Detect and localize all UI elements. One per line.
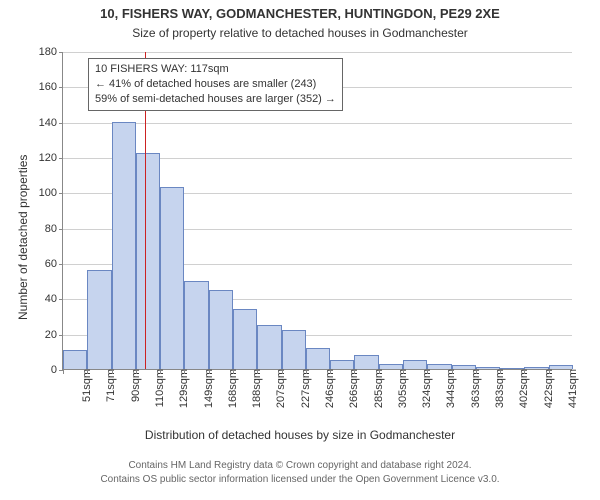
gridline <box>63 123 572 124</box>
x-tick-mark <box>160 370 161 374</box>
y-tick-label: 180 <box>39 46 63 58</box>
histogram-bar <box>257 325 281 369</box>
y-tick-label: 100 <box>39 187 63 199</box>
x-tick-label: 51sqm <box>75 369 93 402</box>
annotation-line: 59% of semi-detached houses are larger (… <box>95 92 336 107</box>
histogram-bar <box>330 360 354 369</box>
y-tick-label: 60 <box>45 258 63 270</box>
x-tick-label: 344sqm <box>439 369 457 408</box>
histogram-bar <box>87 270 111 369</box>
chart-title: 10, FISHERS WAY, GODMANCHESTER, HUNTINGD… <box>0 6 600 21</box>
x-tick-mark <box>330 370 331 374</box>
histogram-bar <box>63 350 87 369</box>
x-tick-label: 71sqm <box>99 369 117 402</box>
x-tick-mark <box>354 370 355 374</box>
x-tick-label: 363sqm <box>464 369 482 408</box>
gridline <box>63 52 572 53</box>
x-tick-label: 168sqm <box>221 369 239 408</box>
x-tick-label: 422sqm <box>537 369 555 408</box>
x-tick-mark <box>257 370 258 374</box>
histogram-bar <box>136 153 160 369</box>
y-tick-label: 20 <box>45 329 63 341</box>
x-tick-label: 285sqm <box>367 369 385 408</box>
annotation-box: 10 FISHERS WAY: 117sqm← 41% of detached … <box>88 58 343 111</box>
histogram-bar <box>184 281 208 369</box>
x-tick-mark <box>63 370 64 374</box>
x-tick-label: 266sqm <box>342 369 360 408</box>
x-tick-mark <box>184 370 185 374</box>
x-tick-mark <box>549 370 550 374</box>
y-tick-label: 140 <box>39 117 63 129</box>
x-tick-mark <box>233 370 234 374</box>
histogram-bar <box>282 330 306 369</box>
x-tick-label: 149sqm <box>197 369 215 408</box>
histogram-bar <box>160 187 184 369</box>
x-tick-mark <box>282 370 283 374</box>
y-tick-label: 0 <box>51 364 63 376</box>
y-tick-label: 40 <box>45 293 63 305</box>
x-tick-label: 441sqm <box>561 369 579 408</box>
annotation-line: ← 41% of detached houses are smaller (24… <box>95 77 336 92</box>
footnote-line-2: Contains OS public sector information li… <box>0 474 600 485</box>
x-tick-mark <box>136 370 137 374</box>
x-tick-mark <box>112 370 113 374</box>
x-tick-label: 305sqm <box>391 369 409 408</box>
x-tick-label: 110sqm <box>148 369 166 407</box>
x-axis-label: Distribution of detached houses by size … <box>0 428 600 442</box>
x-tick-label: 90sqm <box>124 369 142 402</box>
histogram-bar <box>233 309 257 369</box>
histogram-bar <box>354 355 378 369</box>
chart-subtitle: Size of property relative to detached ho… <box>0 26 600 40</box>
property-size-histogram: 10, FISHERS WAY, GODMANCHESTER, HUNTINGD… <box>0 0 600 500</box>
x-tick-label: 129sqm <box>172 369 190 408</box>
x-tick-mark <box>306 370 307 374</box>
histogram-bar <box>306 348 330 369</box>
histogram-bar <box>403 360 427 369</box>
annotation-line: 10 FISHERS WAY: 117sqm <box>95 62 336 77</box>
histogram-bar <box>209 290 233 370</box>
x-tick-mark <box>524 370 525 374</box>
x-tick-mark <box>476 370 477 374</box>
x-tick-mark <box>403 370 404 374</box>
x-tick-label: 383sqm <box>488 369 506 408</box>
y-tick-label: 80 <box>45 223 63 235</box>
x-tick-label: 402sqm <box>512 369 530 408</box>
x-tick-mark <box>500 370 501 374</box>
x-tick-mark <box>452 370 453 374</box>
y-tick-label: 120 <box>39 152 63 164</box>
footnote-line-1: Contains HM Land Registry data © Crown c… <box>0 460 600 471</box>
histogram-bar <box>112 122 136 369</box>
x-tick-label: 246sqm <box>318 369 336 408</box>
x-tick-label: 324sqm <box>415 369 433 408</box>
x-tick-mark <box>87 370 88 374</box>
x-tick-mark <box>379 370 380 374</box>
x-tick-label: 227sqm <box>294 369 312 408</box>
x-tick-label: 207sqm <box>269 369 287 408</box>
x-tick-mark <box>427 370 428 374</box>
y-axis-label: Number of detached properties <box>16 155 30 320</box>
x-tick-label: 188sqm <box>245 369 263 408</box>
plot-area: 02040608010012014016018051sqm71sqm90sqm1… <box>62 52 572 370</box>
x-tick-mark <box>209 370 210 374</box>
y-tick-label: 160 <box>39 81 63 93</box>
